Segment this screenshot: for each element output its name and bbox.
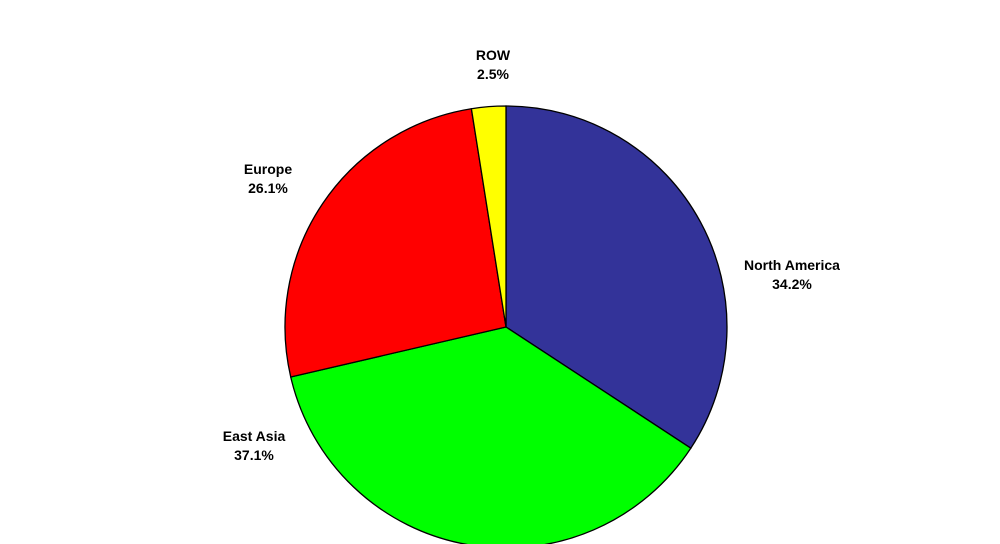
slice-percent: 26.1% [248,180,288,196]
pie-slices [284,105,728,544]
slice-name: ROW [476,47,511,63]
slice-percent: 37.1% [234,447,274,463]
label-east-asia: East Asia 37.1% [223,428,286,463]
label-row: ROW 2.5% [476,47,511,82]
pie-slice-east-asia [289,326,692,544]
slice-percent: 2.5% [477,66,509,82]
slice-name: East Asia [223,428,286,444]
slice-name: Europe [244,161,292,177]
slice-labels: North America 34.2% East Asia 37.1% Europe 26… [223,47,840,463]
label-europe: Europe 26.1% [244,161,292,196]
pie-slice-row [470,105,507,328]
slice-percent: 34.2% [772,276,812,292]
label-north-america: North America 34.2% [744,257,840,292]
pie-slice-europe [284,107,507,378]
slice-name: North America [744,257,840,273]
